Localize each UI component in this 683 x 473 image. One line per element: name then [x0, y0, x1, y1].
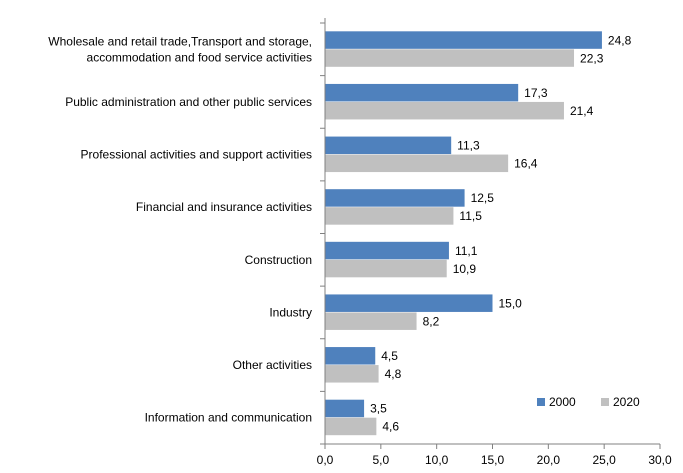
data-label-2020-5: 8,2 [423, 314, 440, 328]
data-label-2000-3: 12,5 [471, 191, 495, 205]
data-label-2020-7: 4,6 [382, 420, 399, 434]
data-label-2000-4: 11,1 [455, 244, 478, 258]
category-label-2: Professional activities and support acti… [81, 148, 312, 162]
bar-2020-1 [325, 101, 564, 120]
bar-2020-6 [325, 365, 379, 383]
data-label-2000-7: 3,5 [370, 402, 387, 416]
category-label-1: Public administration and other public s… [65, 95, 312, 109]
x-tick-label-5: 25,0 [592, 453, 616, 467]
x-axis: 0,0 5,0 10,0 15,0 20,0 25,0 30,0 [317, 18, 672, 467]
category-label-0-line-0: Wholesale and retail trade,Transport and… [48, 34, 312, 48]
bar-2000-6 [325, 347, 376, 365]
category-label-4: Construction [245, 253, 312, 267]
data-label-2000-1: 17,3 [524, 86, 548, 100]
legend-label-2020: 2020 [613, 395, 640, 409]
x-tick-label-1: 5,0 [372, 453, 389, 467]
data-label-2020-6: 4,8 [385, 367, 402, 381]
bar-2000-2 [325, 136, 452, 155]
x-tick-label-0: 0,0 [317, 453, 334, 467]
legend-swatch-2020 [601, 398, 609, 406]
data-label-2000-0: 24,8 [608, 33, 632, 47]
bar-2020-5 [325, 312, 417, 330]
category-labels-group: Wholesale and retail trade,Transport and… [48, 34, 312, 424]
bar-2020-4 [325, 259, 447, 278]
bar-2020-2 [325, 154, 509, 173]
category-label-6: Other activities [233, 358, 312, 372]
legend: 2000 2020 [537, 395, 640, 409]
category-label-5: Industry [269, 305, 312, 319]
data-label-2020-3: 11,5 [459, 209, 482, 223]
category-label-3: Financial and insurance activities [136, 200, 312, 214]
x-tick-label-4: 20,0 [537, 453, 561, 467]
bar-2000-3 [325, 189, 465, 207]
bar-2020-7 [325, 417, 377, 436]
legend-swatch-2000 [537, 398, 545, 406]
category-label-7: Information and communication [145, 411, 312, 425]
bar-2020-3 [325, 207, 454, 225]
bar-2000-5 [325, 294, 493, 312]
data-label-2020-4: 10,9 [453, 262, 477, 276]
data-label-2000-2: 11,3 [457, 139, 480, 153]
bar-2020-0 [325, 49, 575, 67]
x-tick-label-3: 15,0 [481, 453, 505, 467]
data-label-2020-2: 16,4 [514, 157, 538, 171]
bars-group [325, 31, 602, 436]
data-label-2020-1: 21,4 [570, 104, 594, 118]
category-label-0-line-1: accommodation and food service activitie… [87, 50, 312, 64]
bar-2000-7 [325, 399, 365, 418]
x-tick-label-2: 10,0 [425, 453, 449, 467]
data-label-2000-5: 15,0 [499, 296, 523, 310]
legend-label-2000: 2000 [549, 395, 576, 409]
data-label-2020-0: 22,3 [580, 51, 604, 65]
bar-2000-1 [325, 83, 519, 102]
data-label-2000-6: 4,5 [381, 349, 398, 363]
bar-2000-0 [325, 31, 602, 49]
bar-2000-4 [325, 241, 449, 260]
x-tick-label-6: 30,0 [648, 453, 672, 467]
data-labels-group: 24,8 22,3 17,3 21,4 11,3 16,4 12,5 11,5 11,1 10,9… [370, 33, 632, 433]
